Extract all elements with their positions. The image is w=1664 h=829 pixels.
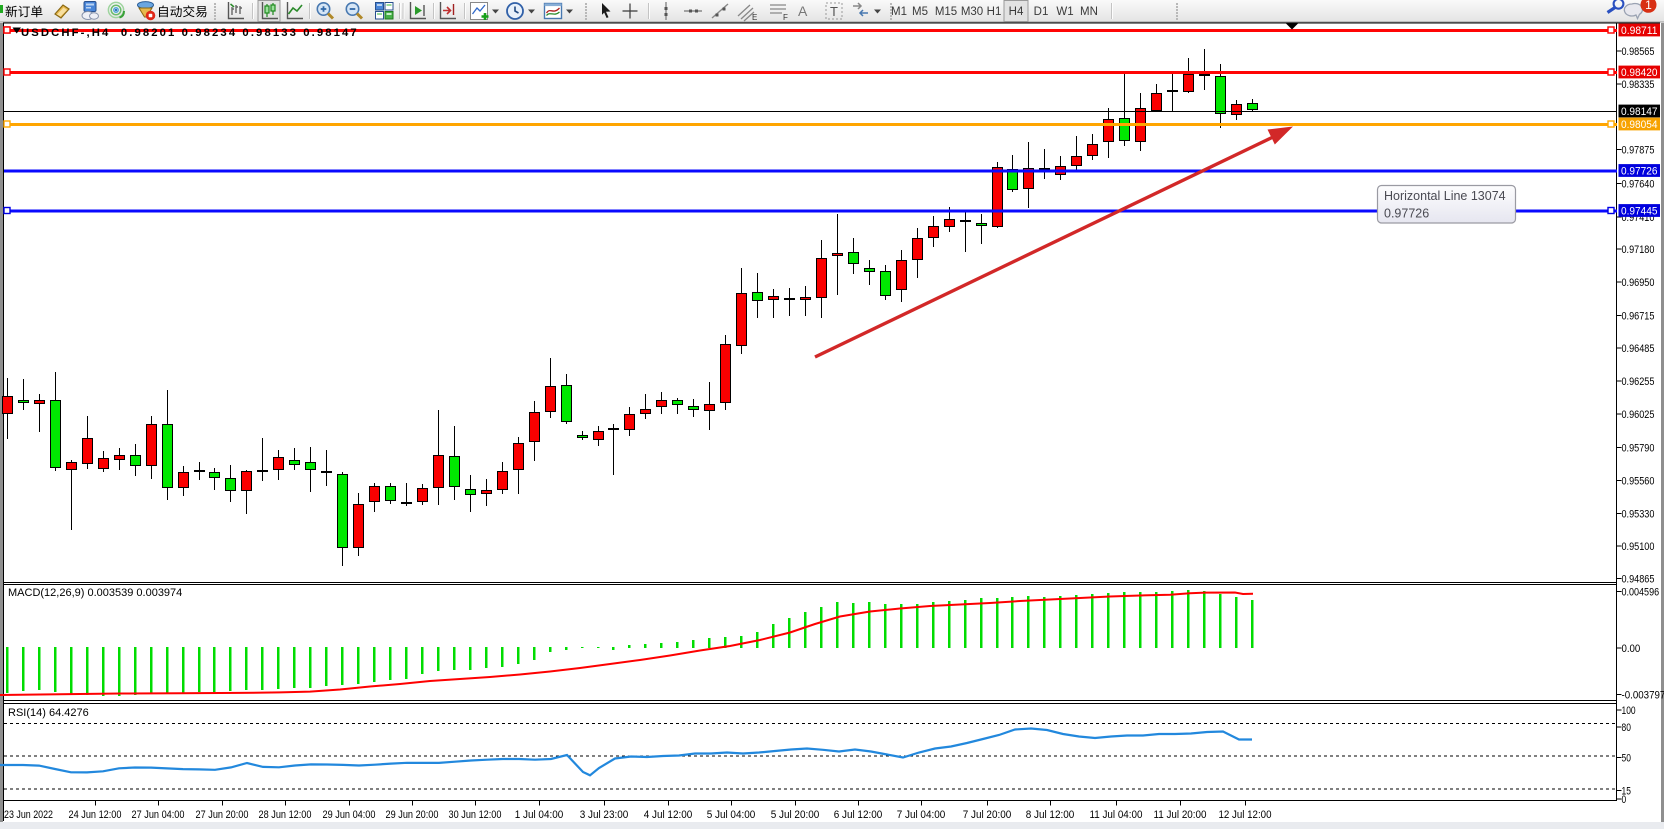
svg-text:0.96715: 0.96715 bbox=[1622, 311, 1655, 323]
svg-text:29 Jun 04:00: 29 Jun 04:00 bbox=[323, 809, 376, 821]
svg-text:6 Jul 12:00: 6 Jul 12:00 bbox=[834, 809, 883, 821]
svg-text:0.95100: 0.95100 bbox=[1622, 541, 1655, 553]
svg-text:27 Jun 04:00: 27 Jun 04:00 bbox=[132, 809, 185, 821]
svg-text:M5: M5 bbox=[912, 6, 928, 18]
svg-text:0.97726: 0.97726 bbox=[1384, 207, 1429, 221]
svg-text:0.97726: 0.97726 bbox=[1621, 166, 1658, 178]
svg-text:T: T bbox=[830, 4, 838, 19]
svg-text:30 Jun 12:00: 30 Jun 12:00 bbox=[449, 809, 502, 821]
svg-text:0.96950: 0.96950 bbox=[1622, 277, 1655, 289]
svg-text:-0.003797: -0.003797 bbox=[1622, 690, 1664, 702]
svg-text:E: E bbox=[752, 13, 757, 22]
svg-text:5 Jul 20:00: 5 Jul 20:00 bbox=[771, 809, 820, 821]
svg-text:50: 50 bbox=[1622, 753, 1631, 765]
svg-text:0.94865: 0.94865 bbox=[1622, 574, 1655, 586]
svg-text:0.96485: 0.96485 bbox=[1622, 343, 1655, 355]
svg-text:100: 100 bbox=[1622, 705, 1636, 717]
svg-text:8 Jul 12:00: 8 Jul 12:00 bbox=[1026, 809, 1075, 821]
svg-text:0.98147: 0.98147 bbox=[1621, 106, 1658, 118]
svg-text:1: 1 bbox=[1645, 0, 1652, 12]
svg-text:0: 0 bbox=[1622, 794, 1627, 806]
svg-text:0.97180: 0.97180 bbox=[1622, 244, 1655, 256]
svg-text:0.96255: 0.96255 bbox=[1622, 376, 1655, 388]
svg-text:28 Jun 12:00: 28 Jun 12:00 bbox=[259, 809, 312, 821]
svg-text:0.00: 0.00 bbox=[1622, 643, 1641, 655]
svg-text:0.95790: 0.95790 bbox=[1622, 443, 1655, 455]
svg-text:29 Jun 20:00: 29 Jun 20:00 bbox=[386, 809, 439, 821]
svg-text:15: 15 bbox=[1622, 786, 1631, 798]
svg-text:7 Jul 04:00: 7 Jul 04:00 bbox=[897, 809, 946, 821]
svg-text:H4: H4 bbox=[1009, 6, 1024, 18]
svg-text:D1: D1 bbox=[1034, 6, 1049, 18]
svg-text:H1: H1 bbox=[987, 6, 1002, 18]
svg-text:0.98335: 0.98335 bbox=[1622, 79, 1655, 91]
svg-text:23 Jun 2022: 23 Jun 2022 bbox=[4, 809, 53, 821]
svg-text:M1: M1 bbox=[891, 6, 907, 18]
svg-text:7 Jul 20:00: 7 Jul 20:00 bbox=[963, 809, 1012, 821]
svg-text:0.98565: 0.98565 bbox=[1622, 46, 1655, 58]
svg-text:4 Jul 12:00: 4 Jul 12:00 bbox=[644, 809, 693, 821]
svg-text:5 Jul 04:00: 5 Jul 04:00 bbox=[707, 809, 756, 821]
svg-text:0.97640: 0.97640 bbox=[1622, 179, 1655, 191]
svg-text:0.98711: 0.98711 bbox=[1621, 25, 1658, 37]
svg-text:12 Jul 12:00: 12 Jul 12:00 bbox=[1219, 809, 1272, 821]
svg-text:0.97875: 0.97875 bbox=[1622, 145, 1655, 157]
svg-text:80: 80 bbox=[1622, 722, 1631, 734]
svg-text:11 Jul 20:00: 11 Jul 20:00 bbox=[1154, 809, 1207, 821]
svg-text:0.004596: 0.004596 bbox=[1622, 587, 1660, 599]
svg-text:MN: MN bbox=[1080, 6, 1098, 18]
svg-text:0.95560: 0.95560 bbox=[1622, 476, 1655, 488]
svg-text:F: F bbox=[783, 13, 788, 22]
svg-text:11 Jul 04:00: 11 Jul 04:00 bbox=[1090, 809, 1143, 821]
svg-text:3 Jul 23:00: 3 Jul 23:00 bbox=[580, 809, 629, 821]
svg-text:A: A bbox=[798, 3, 808, 19]
svg-text:W1: W1 bbox=[1056, 6, 1073, 18]
svg-text:0.96025: 0.96025 bbox=[1622, 409, 1655, 421]
svg-text:M30: M30 bbox=[961, 6, 983, 18]
svg-text:RSI(14) 64.4276: RSI(14) 64.4276 bbox=[8, 707, 89, 719]
svg-text:0.98420: 0.98420 bbox=[1621, 67, 1658, 79]
svg-text:0.95330: 0.95330 bbox=[1622, 509, 1655, 521]
svg-text:27 Jun 20:00: 27 Jun 20:00 bbox=[196, 809, 249, 821]
svg-text:M15: M15 bbox=[935, 6, 957, 18]
svg-text:0.98054: 0.98054 bbox=[1621, 119, 1658, 131]
svg-text:MACD(12,26,9) 0.003539 0.00397: MACD(12,26,9) 0.003539 0.003974 bbox=[8, 587, 182, 599]
svg-text:USDCHF-,H4 0.98201 0.98234 0.: USDCHF-,H4 0.98201 0.98234 0.98133 0.981… bbox=[21, 27, 359, 39]
svg-text:1 Jul 04:00: 1 Jul 04:00 bbox=[515, 809, 564, 821]
svg-text:24 Jun 12:00: 24 Jun 12:00 bbox=[69, 809, 122, 821]
svg-text:0.97445: 0.97445 bbox=[1621, 206, 1658, 218]
svg-text:Horizontal Line 13074: Horizontal Line 13074 bbox=[1384, 189, 1506, 203]
